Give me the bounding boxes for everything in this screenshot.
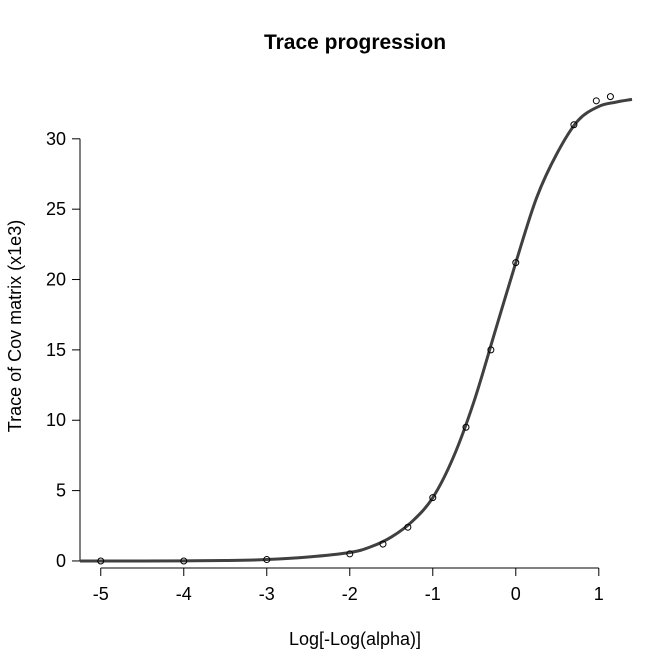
x-tick-label: -2 [342, 584, 358, 604]
data-point [487, 346, 495, 354]
data-points [97, 93, 614, 565]
data-point [570, 121, 578, 129]
data-point [404, 523, 412, 531]
x-tick-label: -4 [176, 584, 192, 604]
x-tick-label: -5 [93, 584, 109, 604]
data-point [429, 494, 437, 502]
fit-curve-line [79, 97, 633, 563]
y-tick-label: 25 [46, 199, 66, 219]
data-point [263, 556, 271, 564]
x-ticks: -5 -4 -3 -2 -1 0 1 [93, 568, 604, 604]
y-ticks: 0 5 10 15 20 25 30 [46, 129, 80, 571]
data-point [606, 93, 614, 101]
data-point [462, 423, 470, 431]
y-axis-label: Trace of Cov matrix (x1e3) [5, 220, 25, 432]
y-tick-label: 5 [56, 481, 66, 501]
data-point [512, 259, 520, 267]
x-tick-label: -1 [425, 584, 441, 604]
y-tick-label: 30 [46, 129, 66, 149]
data-point [180, 557, 188, 565]
y-tick-label: 20 [46, 270, 66, 290]
y-tick-label: 10 [46, 410, 66, 430]
data-point [592, 97, 600, 105]
data-point [379, 540, 387, 548]
x-axis-label: Log[-Log(alpha)] [289, 629, 421, 649]
x-tick-label: 1 [594, 584, 604, 604]
x-tick-label: 0 [511, 584, 521, 604]
data-point [97, 557, 105, 565]
chart-title: Trace progression [264, 31, 446, 54]
y-tick-label: 0 [56, 551, 66, 571]
data-point [346, 550, 354, 558]
x-tick-label: -3 [259, 584, 275, 604]
y-tick-label: 15 [46, 340, 66, 360]
